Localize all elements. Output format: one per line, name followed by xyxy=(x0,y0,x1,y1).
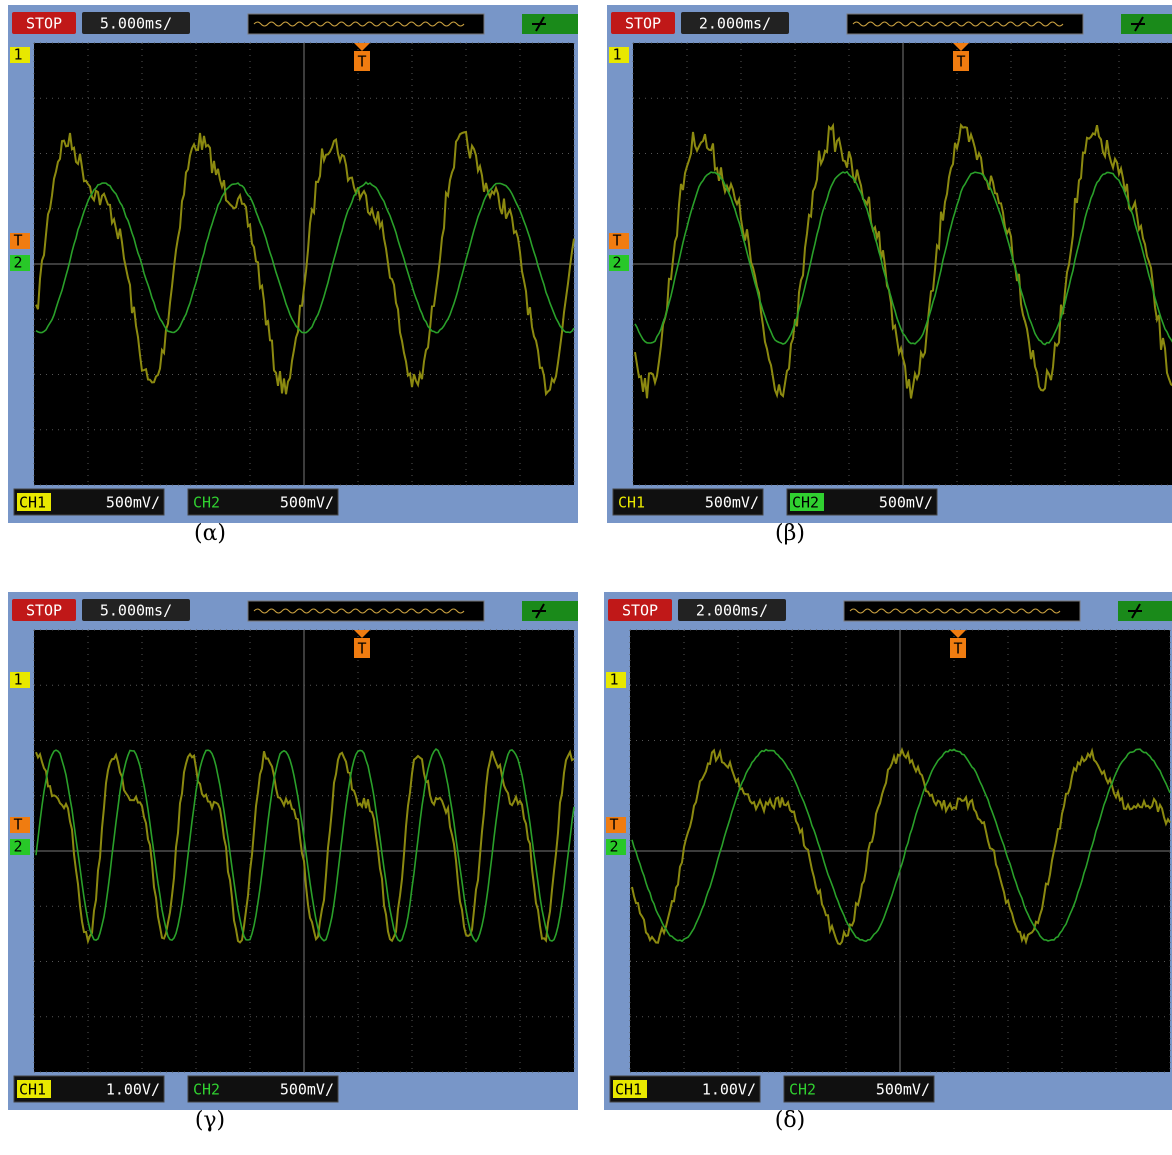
channel-scale: 1.00V/ xyxy=(702,1081,756,1099)
caption: (γ) xyxy=(110,1108,310,1133)
trigger-mode xyxy=(522,601,578,621)
status: STOP xyxy=(26,602,62,620)
ch1-marker-label: 1 xyxy=(13,46,22,64)
channel-label: CH2 xyxy=(193,494,220,512)
channel-label: CH1 xyxy=(19,1081,46,1099)
ch2-marker-label: 2 xyxy=(609,838,618,856)
channel-label: CH2 xyxy=(193,1081,220,1099)
channel-label: CH2 xyxy=(789,1081,816,1099)
channel-label: CH1 xyxy=(19,494,46,512)
trigger-label-top: T xyxy=(357,640,366,658)
trigger-label-left: T xyxy=(13,232,22,250)
timebase: 2.000ms/ xyxy=(699,15,771,33)
ch1-marker-label: 1 xyxy=(612,46,621,64)
trigger-label-left: T xyxy=(612,232,621,250)
ch1-marker-label: 1 xyxy=(609,671,618,689)
page: STOP5.000ms/T1T2CH1500mV/CH2500mV/(α)STO… xyxy=(0,0,1172,1155)
channel-label: CH1 xyxy=(618,494,645,512)
ch2-marker-label: 2 xyxy=(13,838,22,856)
timebase: 5.000ms/ xyxy=(100,15,172,33)
trigger-label-top: T xyxy=(953,640,962,658)
trigger-label-left: T xyxy=(13,816,22,834)
ch1-marker-label: 1 xyxy=(13,671,22,689)
oscilloscope-screenshot: STOP 5.000ms/T 1 T 2 CH1 500mV/CH2 500mV/ xyxy=(8,5,578,523)
oscilloscope-screenshot: STOP 5.000ms/T 1 T 2 CH1 1.00V/CH2 500mV/ xyxy=(8,592,578,1110)
trigger-mode xyxy=(1118,601,1172,621)
timebase: 2.000ms/ xyxy=(696,602,768,620)
trigger-mode xyxy=(1121,14,1172,34)
trigger-label-top: T xyxy=(357,53,366,71)
channel-label: CH1 xyxy=(615,1081,642,1099)
ch2-marker-label: 2 xyxy=(612,254,621,272)
ch2-marker-label: 2 xyxy=(13,254,22,272)
trigger-label-top: T xyxy=(956,53,965,71)
trigger-label-left: T xyxy=(609,816,618,834)
channel-scale: 500mV/ xyxy=(280,1081,334,1099)
oscilloscope-screenshot: STOP 2.000ms/T 1 T 2 CH1 500mV/CH2 500mV/ xyxy=(607,5,1172,523)
status: STOP xyxy=(622,602,658,620)
timebase: 5.000ms/ xyxy=(100,602,172,620)
status: STOP xyxy=(26,15,62,33)
channel-scale: 1.00V/ xyxy=(106,1081,160,1099)
caption: (β) xyxy=(690,521,890,546)
caption: (α) xyxy=(110,521,310,546)
channel-scale: 500mV/ xyxy=(879,494,933,512)
channel-scale: 500mV/ xyxy=(280,494,334,512)
channel-scale: 500mV/ xyxy=(876,1081,930,1099)
trigger-mode xyxy=(522,14,578,34)
caption: (δ) xyxy=(690,1108,890,1133)
channel-scale: 500mV/ xyxy=(106,494,160,512)
oscilloscope-screenshot: STOP 2.000ms/T 1 T 2 CH1 1.00V/CH2 500mV/ xyxy=(604,592,1172,1110)
channel-label: CH2 xyxy=(792,494,819,512)
channel-scale: 500mV/ xyxy=(705,494,759,512)
status: STOP xyxy=(625,15,661,33)
